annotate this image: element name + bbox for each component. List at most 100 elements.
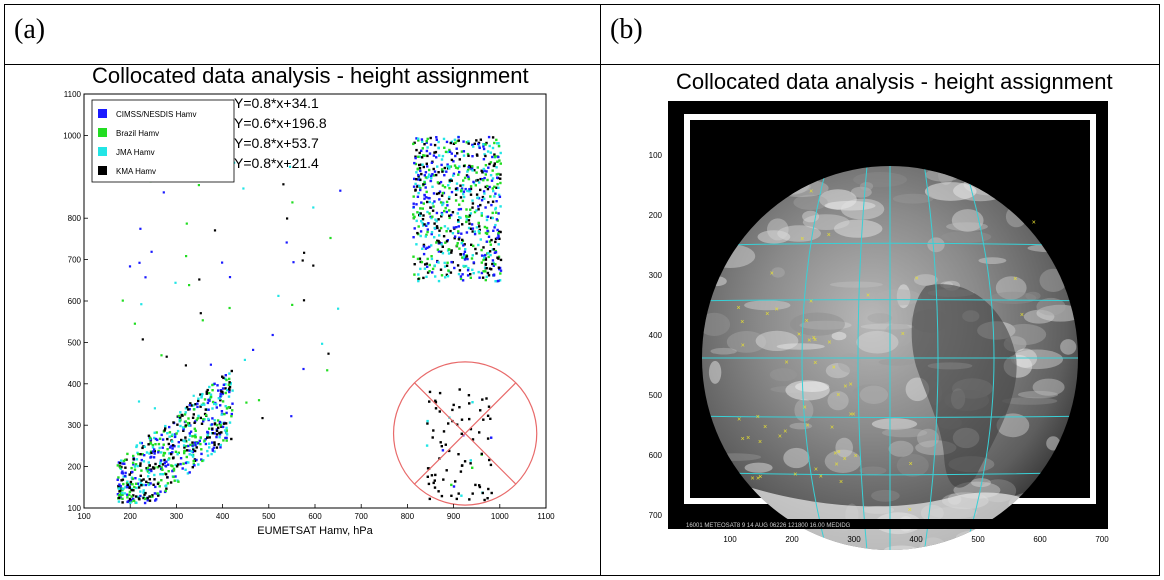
x-tick-label: 1000	[491, 512, 509, 521]
data-point	[229, 383, 232, 386]
data-point	[121, 501, 124, 504]
data-point	[463, 258, 467, 261]
data-point	[188, 471, 191, 474]
data-point	[430, 257, 434, 261]
data-point	[183, 413, 187, 416]
data-point	[446, 275, 450, 278]
data-point	[445, 264, 449, 267]
data-point	[470, 167, 473, 171]
data-point	[432, 192, 436, 195]
data-point	[421, 207, 424, 210]
data-point	[422, 154, 425, 157]
data-point	[488, 162, 491, 166]
data-point	[209, 363, 212, 366]
data-point	[230, 437, 233, 441]
data-point	[167, 458, 170, 461]
data-point	[428, 173, 431, 176]
data-point	[165, 460, 168, 463]
data-point	[120, 459, 123, 462]
data-point	[467, 175, 470, 178]
data-point	[416, 195, 420, 198]
data-point	[455, 244, 459, 247]
wind-marker: ×	[915, 276, 919, 283]
data-point	[464, 248, 467, 251]
data-point	[151, 495, 154, 498]
cloud-patch	[1017, 390, 1059, 399]
data-point	[157, 449, 160, 453]
data-point	[213, 450, 216, 453]
data-point	[471, 268, 474, 271]
data-point	[150, 468, 153, 471]
image-x-tick-label: 700	[1095, 535, 1109, 544]
wind-marker: ×	[813, 337, 817, 344]
data-point	[143, 445, 146, 448]
data-point	[458, 236, 461, 239]
data-point	[480, 254, 484, 257]
data-point	[228, 390, 231, 394]
data-point	[436, 165, 439, 168]
data-point	[204, 438, 207, 441]
data-point	[418, 257, 422, 260]
data-point	[196, 402, 199, 405]
data-point	[117, 500, 121, 503]
data-point	[245, 401, 248, 404]
wind-marker: ×	[741, 342, 745, 349]
data-point	[421, 140, 424, 143]
data-point	[440, 445, 443, 448]
data-point	[425, 262, 429, 265]
data-point	[433, 236, 436, 239]
data-point	[426, 257, 429, 261]
data-point	[420, 156, 424, 159]
data-point	[153, 492, 157, 495]
cloud-patch	[819, 189, 857, 210]
data-point	[128, 493, 131, 496]
data-point	[453, 235, 457, 238]
data-point	[455, 182, 459, 185]
cloud-patch	[726, 331, 767, 353]
data-point	[482, 418, 485, 421]
data-point	[471, 165, 474, 168]
data-point	[188, 404, 191, 407]
data-point	[423, 267, 427, 270]
data-point	[473, 169, 476, 172]
cloud-patch	[771, 267, 785, 278]
data-point	[117, 484, 120, 488]
x-tick-label: 1100	[537, 512, 555, 521]
data-point	[196, 405, 199, 409]
data-point	[462, 244, 465, 247]
data-point	[471, 155, 474, 158]
data-point	[456, 152, 459, 155]
data-point	[168, 446, 172, 449]
data-point	[425, 162, 428, 165]
data-point	[445, 200, 449, 204]
y-tick-label: 200	[68, 463, 82, 472]
data-point	[475, 193, 479, 196]
data-point	[489, 253, 492, 257]
data-point	[159, 467, 163, 471]
data-point	[432, 154, 436, 157]
data-point	[219, 424, 222, 427]
data-point	[443, 261, 446, 265]
data-point	[212, 446, 216, 449]
data-point	[181, 467, 184, 470]
legend-label: KMA Hamv	[116, 167, 156, 176]
data-point	[223, 429, 227, 432]
data-point	[470, 243, 473, 246]
data-point	[414, 189, 417, 192]
data-point	[445, 230, 448, 233]
wind-marker: ×	[1020, 312, 1024, 319]
data-point	[213, 443, 216, 446]
data-point	[312, 264, 315, 267]
data-point	[413, 273, 416, 276]
data-point	[491, 155, 494, 159]
data-point	[415, 178, 418, 181]
wind-marker: ×	[775, 307, 779, 314]
legend-label: CIMSS/NESDIS Hamv	[116, 110, 196, 119]
data-point	[164, 484, 167, 488]
cloud-patch	[783, 447, 810, 469]
data-point	[428, 270, 431, 273]
data-point	[131, 470, 134, 474]
data-point	[199, 405, 202, 408]
data-point	[185, 255, 188, 258]
data-point	[432, 481, 435, 485]
